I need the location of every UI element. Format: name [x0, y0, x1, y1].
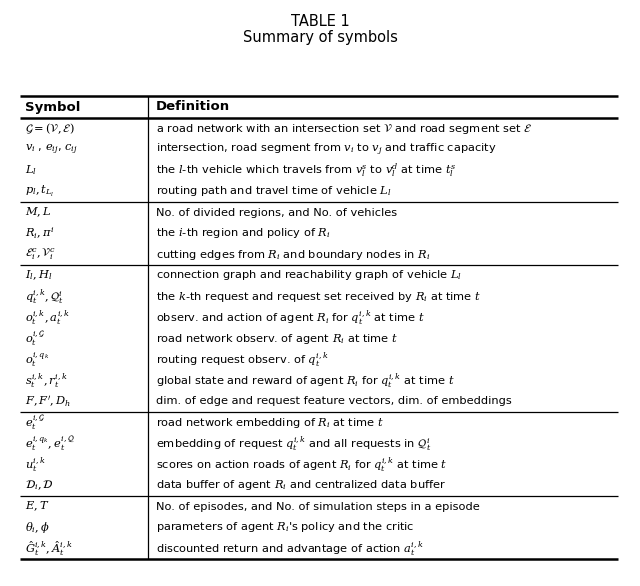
Text: intersection, road segment from $v_i$ to $v_j$ and traffic capacity: intersection, road segment from $v_i$ to…	[156, 141, 497, 158]
Text: road network embedding of $R_i$ at time $t$: road network embedding of $R_i$ at time …	[156, 415, 384, 430]
Text: $F, F', D_h$: $F, F', D_h$	[25, 394, 71, 409]
Text: Symbol: Symbol	[25, 101, 81, 114]
Text: $\mathcal{D}_i, \mathcal{D}$: $\mathcal{D}_i, \mathcal{D}$	[25, 479, 54, 492]
Text: $\mathcal{E}_i^c, \mathcal{V}_i^c$: $\mathcal{E}_i^c, \mathcal{V}_i^c$	[25, 247, 56, 262]
Text: $v_i$ , $e_{ij}$, $c_{ij}$: $v_i$ , $e_{ij}$, $c_{ij}$	[25, 142, 77, 156]
Text: $\mathcal{G} = (\mathcal{V}, \mathcal{E})$: $\mathcal{G} = (\mathcal{V}, \mathcal{E}…	[25, 121, 75, 136]
Text: data buffer of agent $R_i$ and centralized data buffer: data buffer of agent $R_i$ and centraliz…	[156, 479, 446, 492]
Text: $s_t^{i,k}, r_t^{i,k}$: $s_t^{i,k}, r_t^{i,k}$	[25, 371, 68, 390]
Text: embedding of request $q_t^{i,k}$ and all requests in $\mathcal{Q}_t^i$: embedding of request $q_t^{i,k}$ and all…	[156, 434, 431, 453]
Text: a road network with an intersection set $\mathcal{V}$ and road segment set $\mat: a road network with an intersection set …	[156, 121, 532, 135]
Text: $\theta_i, \phi$: $\theta_i, \phi$	[25, 520, 50, 535]
Text: global state and reward of agent $R_i$ for $q_t^{i,k}$ at time $t$: global state and reward of agent $R_i$ f…	[156, 371, 454, 390]
Text: routing request observ. of $q_t^{i,k}$: routing request observ. of $q_t^{i,k}$	[156, 350, 329, 369]
Text: $p_l, t_{L_l}$: $p_l, t_{L_l}$	[25, 184, 54, 199]
Text: $L_l$: $L_l$	[25, 163, 37, 178]
Text: the $i$-th region and policy of $R_i$: the $i$-th region and policy of $R_i$	[156, 227, 331, 240]
Text: $R_i, \pi^i$: $R_i, \pi^i$	[25, 226, 54, 241]
Text: $q_t^{i,k}, \mathcal{Q}_t^i$: $q_t^{i,k}, \mathcal{Q}_t^i$	[25, 287, 64, 306]
Text: $E, T$: $E, T$	[25, 500, 49, 513]
Text: cutting edges from $R_i$ and boundary nodes in $R_i$: cutting edges from $R_i$ and boundary no…	[156, 247, 430, 261]
Text: No. of episodes, and No. of simulation steps in a episode: No. of episodes, and No. of simulation s…	[156, 502, 480, 512]
Text: $\hat{G}_t^{i,k}, \hat{A}_t^{i,k}$: $\hat{G}_t^{i,k}, \hat{A}_t^{i,k}$	[25, 539, 73, 558]
Text: Summary of symbols: Summary of symbols	[243, 30, 397, 45]
Text: routing path and travel time of vehicle $L_l$: routing path and travel time of vehicle …	[156, 185, 392, 199]
Text: parameters of agent $R_i$'s policy and the critic: parameters of agent $R_i$'s policy and t…	[156, 520, 414, 534]
Text: connection graph and reachability graph of vehicle $L_l$: connection graph and reachability graph …	[156, 268, 462, 282]
Text: $o_t^{i,\mathcal{G}}$: $o_t^{i,\mathcal{G}}$	[25, 329, 45, 347]
Text: dim. of edge and request feature vectors, dim. of embeddings: dim. of edge and request feature vectors…	[156, 397, 512, 407]
Text: $e_t^{i,q_k}, e_t^{i,\mathcal{Q}}$: $e_t^{i,q_k}, e_t^{i,\mathcal{Q}}$	[25, 434, 75, 452]
Text: discounted return and advantage of action $a_t^{i,k}$: discounted return and advantage of actio…	[156, 539, 424, 558]
Text: $I_l, H_l$: $I_l, H_l$	[25, 269, 52, 282]
Text: TABLE 1: TABLE 1	[291, 14, 349, 29]
Text: $M, L$: $M, L$	[25, 206, 51, 219]
Text: $e_t^{i,\mathcal{G}}$: $e_t^{i,\mathcal{G}}$	[25, 414, 45, 431]
Text: the $k$-th request and request set received by $R_i$ at time $t$: the $k$-th request and request set recei…	[156, 289, 481, 304]
Text: $o_t^{i,k}, a_t^{i,k}$: $o_t^{i,k}, a_t^{i,k}$	[25, 308, 70, 327]
Text: No. of divided regions, and No. of vehicles: No. of divided regions, and No. of vehic…	[156, 207, 397, 217]
Text: observ. and action of agent $R_i$ for $q_t^{i,k}$ at time $t$: observ. and action of agent $R_i$ for $q…	[156, 308, 425, 327]
Text: scores on action roads of agent $R_i$ for $q_t^{i,k}$ at time $t$: scores on action roads of agent $R_i$ fo…	[156, 455, 447, 474]
Text: road network observ. of agent $R_i$ at time $t$: road network observ. of agent $R_i$ at t…	[156, 332, 398, 346]
Text: $o_t^{i,q_k}$: $o_t^{i,q_k}$	[25, 350, 49, 369]
Text: Definition: Definition	[156, 101, 230, 114]
Text: $u_t^{i,k}$: $u_t^{i,k}$	[25, 455, 46, 474]
Text: the $l$-th vehicle which travels from $v_l^s$ to $v_l^d$ at time $t_l^s$: the $l$-th vehicle which travels from $v…	[156, 162, 456, 179]
